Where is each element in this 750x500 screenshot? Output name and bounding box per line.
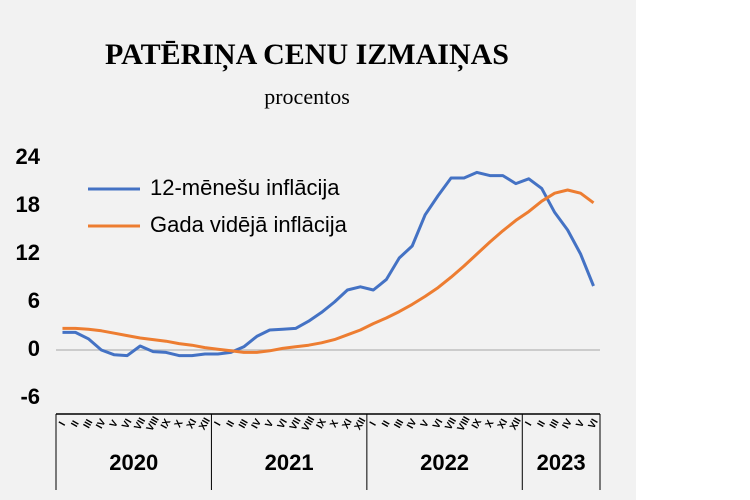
year-label: 2021 [265,450,314,475]
x-tick-label: II [536,419,548,430]
chart-subtitle: procentos [264,84,350,109]
y-tick-label: 6 [28,288,40,313]
y-tick-label: 18 [16,192,40,217]
background [0,0,636,500]
y-tick-label: 24 [16,144,41,169]
x-tick-label: II [69,419,81,430]
x-tick-label: XII [353,416,369,432]
x-tick-label: V [419,418,432,430]
x-tick-label: VII [443,416,459,432]
x-tick-label: XII [197,416,213,432]
x-tick-label: X [328,418,341,430]
x-tick-label: II [225,419,237,430]
x-tick-label: V [108,418,121,430]
y-tick-label: 0 [28,336,40,361]
year-label: 2023 [537,450,586,475]
x-tick-label: VII [132,416,148,432]
x-tick-label: I [523,420,534,428]
chart-title: PATĒRIŅA CENU IZMAIŅAS [105,38,509,72]
x-tick-label: II [380,419,392,430]
x-tick-label: X [173,418,186,430]
y-tick-label: 12 [16,240,40,265]
x-tick-label: I [213,420,224,428]
x-tick-label: I [57,420,68,428]
series-line [62,170,595,358]
legend-label: 12-mēnešu inflācija [150,175,340,200]
legend-label: Gada vidējā inflācija [150,212,348,237]
year-label: 2022 [420,450,469,475]
series-line [62,188,595,354]
x-tick-label: V [263,418,276,430]
x-tick-label: I [368,420,379,428]
year-label: 2020 [109,450,158,475]
x-tick-label: X [484,418,497,430]
x-tick-label: V [574,418,587,430]
y-tick-label: -6 [20,384,40,409]
x-tick-label: XII [508,416,524,432]
x-tick-label: VII [288,416,304,432]
